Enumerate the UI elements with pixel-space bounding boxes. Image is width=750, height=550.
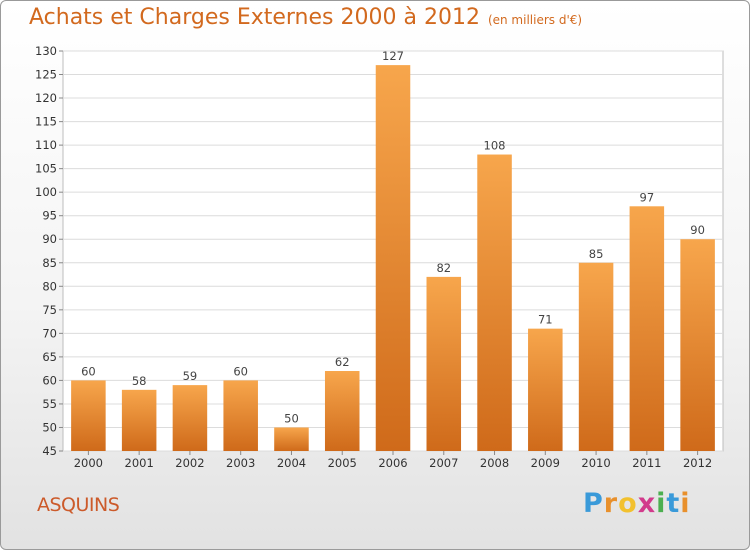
x-tick-label: 2003 [226, 456, 255, 470]
bar[interactable] [629, 206, 665, 451]
y-tick-label: 60 [42, 373, 57, 387]
bar[interactable] [578, 262, 614, 451]
logo-letter: P [583, 488, 604, 519]
bar[interactable] [375, 65, 411, 451]
x-axis: 2000 2001 2002 2003 2004 2005 2006 2007 2008 2009… [74, 451, 712, 470]
y-tick-label: 95 [42, 209, 57, 223]
y-tick-label: 50 [42, 420, 57, 434]
bar-value-label: 58 [132, 374, 147, 388]
bar-value-label: 97 [640, 190, 655, 204]
x-tick-label: 2010 [581, 456, 610, 470]
bar-value-label: 85 [589, 247, 604, 261]
bar-value-label: 62 [335, 355, 350, 369]
bar[interactable] [71, 380, 106, 451]
logo-letter: x [637, 488, 657, 519]
bar[interactable] [426, 276, 462, 451]
x-tick-label: 2012 [683, 456, 712, 470]
y-tick-label: 115 [35, 115, 57, 129]
x-tick-label: 2001 [125, 456, 154, 470]
bar[interactable] [324, 371, 360, 451]
bar-value-label: 71 [538, 313, 553, 327]
logo-letter: i [680, 488, 691, 519]
logo-letter: t [666, 488, 681, 519]
bar[interactable] [528, 328, 563, 451]
y-tick-label: 100 [35, 185, 57, 199]
commune-name: ASQUINS [37, 494, 120, 516]
x-tick-label: 2002 [175, 456, 204, 470]
chart-subtitle: (en milliers d'€) [487, 13, 583, 27]
bar-value-label: 90 [690, 223, 705, 237]
bar-value-label: 108 [484, 139, 506, 153]
x-tick-label: 2000 [74, 456, 103, 470]
bar-value-label: 59 [183, 369, 198, 383]
logo-letter: o [618, 488, 638, 519]
bar[interactable] [121, 389, 157, 451]
y-tick-label: 70 [42, 326, 57, 340]
y-tick-label: 90 [42, 232, 57, 246]
y-tick-label: 80 [42, 279, 57, 293]
y-tick-label: 55 [42, 397, 57, 411]
x-tick-label: 2005 [328, 456, 357, 470]
y-tick-label: 125 [35, 68, 57, 82]
chart-title: Achats et Charges Externes 2000 à 2012 (e… [29, 5, 582, 30]
y-tick-label: 105 [35, 162, 57, 176]
bar[interactable] [223, 380, 258, 451]
y-tick-label: 85 [42, 256, 57, 270]
bar-value-label: 82 [436, 261, 451, 275]
y-tick-label: 130 [35, 44, 57, 58]
bars: 60 58 59 60 50 62 127 82 108 71 85 97 90 [71, 49, 715, 451]
logo-letter: i [656, 488, 667, 519]
y-axis: 45 50 55 60 65 70 75 80 85 90 95 100 105 110 115 120 125… [35, 44, 63, 458]
bar[interactable] [680, 239, 715, 451]
bar-value-label: 50 [284, 411, 299, 425]
logo-letter: r [603, 488, 619, 519]
bar-value-label: 60 [233, 364, 248, 378]
x-tick-label: 2007 [429, 456, 458, 470]
x-tick-label: 2008 [480, 456, 509, 470]
y-tick-label: 120 [35, 91, 57, 105]
x-tick-label: 2009 [531, 456, 560, 470]
proxiti-logo[interactable]: Proxiti [583, 488, 691, 519]
y-tick-label: 75 [42, 303, 57, 317]
x-tick-label: 2006 [378, 456, 407, 470]
chart-title-text: Achats et Charges Externes 2000 à 2012 [29, 5, 480, 30]
x-tick-label: 2011 [632, 456, 661, 470]
bar[interactable] [274, 427, 309, 451]
y-tick-label: 45 [42, 444, 57, 458]
bar-value-label: 60 [81, 364, 96, 378]
bar[interactable] [477, 154, 512, 451]
y-tick-label: 65 [42, 350, 57, 364]
x-tick-label: 2004 [277, 456, 306, 470]
bar[interactable] [172, 385, 208, 451]
bar-value-label: 127 [382, 49, 404, 63]
y-tick-label: 110 [35, 138, 57, 152]
